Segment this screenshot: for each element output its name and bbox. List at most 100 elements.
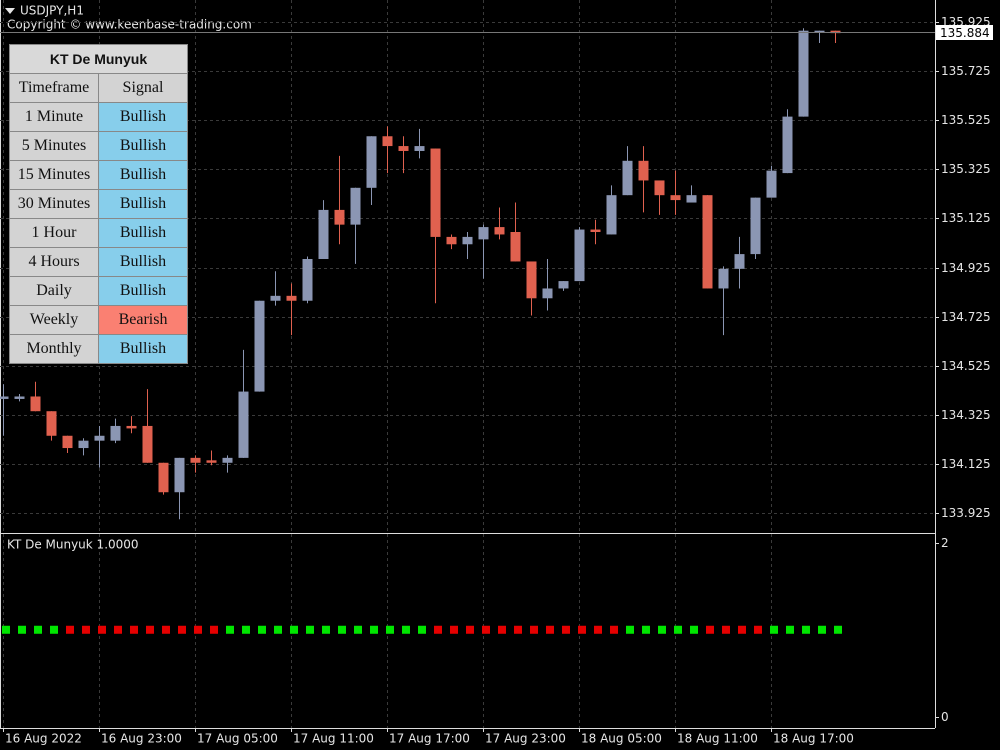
timeframe-cell: 4 Hours — [9, 247, 99, 277]
signal-dot — [98, 625, 106, 634]
last-price-label: 135.884 — [940, 26, 990, 40]
x-tick-label: 17 Aug 05:00 — [197, 732, 278, 746]
candle-body — [238, 391, 249, 458]
candle-body — [830, 30, 841, 34]
signal-cell: Bullish — [98, 131, 188, 161]
signal-dot — [2, 625, 10, 634]
signal-dot — [466, 625, 474, 634]
candle-body — [718, 268, 729, 289]
table-row: 1 Hour Bullish — [9, 218, 188, 248]
signal-dot — [674, 625, 682, 634]
signal-dot — [594, 625, 602, 634]
candle-body — [734, 254, 745, 269]
y-tick-label: 134.325 — [941, 408, 991, 422]
candle-body — [766, 170, 777, 198]
candle-body — [430, 148, 441, 237]
table-row: 4 Hours Bullish — [9, 247, 188, 277]
last-price-box — [936, 25, 993, 40]
candle-body — [366, 136, 377, 188]
table-row: 30 Minutes Bullish — [9, 189, 188, 219]
signal-dot — [146, 625, 154, 634]
candle-body — [222, 457, 233, 463]
y-tick-label: 135.325 — [941, 162, 991, 176]
table-title: KT De Munyuk — [9, 44, 188, 74]
signal-dot — [226, 625, 234, 634]
candle-body — [494, 227, 505, 235]
x-tick-label: 17 Aug 17:00 — [389, 732, 470, 746]
table-row: Weekly Bearish — [9, 305, 188, 335]
candle-body — [94, 435, 105, 441]
candle-body — [46, 411, 57, 436]
signal-cell: Bullish — [98, 247, 188, 277]
signal-table: KT De Munyuk Timeframe Signal 1 Minute Bulli… — [9, 44, 188, 364]
signal-dot — [690, 625, 698, 634]
candle-body — [654, 180, 665, 196]
table-header-row: KT De Munyuk — [9, 44, 188, 74]
candle-body — [542, 288, 553, 299]
candle-body — [510, 231, 521, 262]
candle-body — [638, 160, 649, 181]
y-tick-label: 134.725 — [941, 310, 991, 324]
menu-arrow[interactable] — [5, 8, 15, 14]
signal-dot — [370, 625, 378, 634]
y-tick-label: 134.925 — [941, 261, 991, 275]
y-tick-label: 135.525 — [941, 113, 991, 127]
signal-cell: Bullish — [98, 189, 188, 219]
signal-dot — [818, 625, 826, 634]
column-row: Timeframe Signal — [9, 73, 188, 103]
candle-body — [462, 236, 473, 245]
candle-body — [174, 457, 185, 493]
candle-body — [686, 195, 697, 203]
candle-body — [62, 435, 73, 449]
y-tick-label: 135.725 — [941, 64, 991, 78]
candle-body — [286, 295, 297, 301]
signal-dot — [66, 625, 74, 634]
candle-body — [478, 227, 489, 240]
signal-dot — [642, 625, 650, 634]
candle-body — [142, 425, 153, 463]
timeframe-cell: Daily — [9, 276, 99, 306]
candle-body — [798, 30, 809, 117]
copyright: Copyright © www.keenbase-trading.com — [7, 18, 252, 32]
signal-dot — [402, 625, 410, 634]
column-header: Signal — [98, 73, 188, 103]
timeframe-cell: 1 Hour — [9, 218, 99, 248]
signal-dot — [658, 625, 666, 634]
timeframe-cell: 5 Minutes — [9, 131, 99, 161]
signal-dot — [322, 625, 330, 634]
candle-body — [158, 462, 169, 493]
candle-body — [670, 195, 681, 201]
signal-dot — [802, 625, 810, 634]
signal-dot — [786, 625, 794, 634]
signal-dot — [578, 625, 586, 634]
candle-body — [318, 209, 329, 260]
y-tick-label: 2 — [941, 536, 949, 550]
signal-dot — [722, 625, 730, 634]
candle-body — [126, 425, 137, 429]
candle-body — [558, 281, 569, 289]
timeframe-cell: 30 Minutes — [9, 189, 99, 219]
candle-body — [14, 396, 25, 399]
x-tick-label: 18 Aug 17:00 — [773, 732, 854, 746]
signal-dot — [114, 625, 122, 634]
signal-dot — [770, 625, 778, 634]
timeframe-cell: 15 Minutes — [9, 160, 99, 190]
signal-dot — [306, 625, 314, 634]
signal-dot — [162, 625, 170, 634]
signal-dot — [434, 625, 442, 634]
candle-body — [110, 425, 121, 441]
candle-body — [190, 457, 201, 463]
signal-cell: Bullish — [98, 102, 188, 132]
x-tick-label: 18 Aug 05:00 — [581, 732, 662, 746]
candle-body — [30, 396, 41, 412]
signal-dot — [610, 625, 618, 634]
candle-body — [702, 195, 713, 289]
signal-dot — [754, 625, 762, 634]
candle-body — [78, 440, 89, 449]
signal-cell: Bullish — [98, 160, 188, 190]
signal-dot — [418, 625, 426, 634]
x-tick-label: 17 Aug 23:00 — [485, 732, 566, 746]
signal-dot — [338, 625, 346, 634]
candle-body — [622, 160, 633, 196]
signal-dot — [274, 625, 282, 634]
